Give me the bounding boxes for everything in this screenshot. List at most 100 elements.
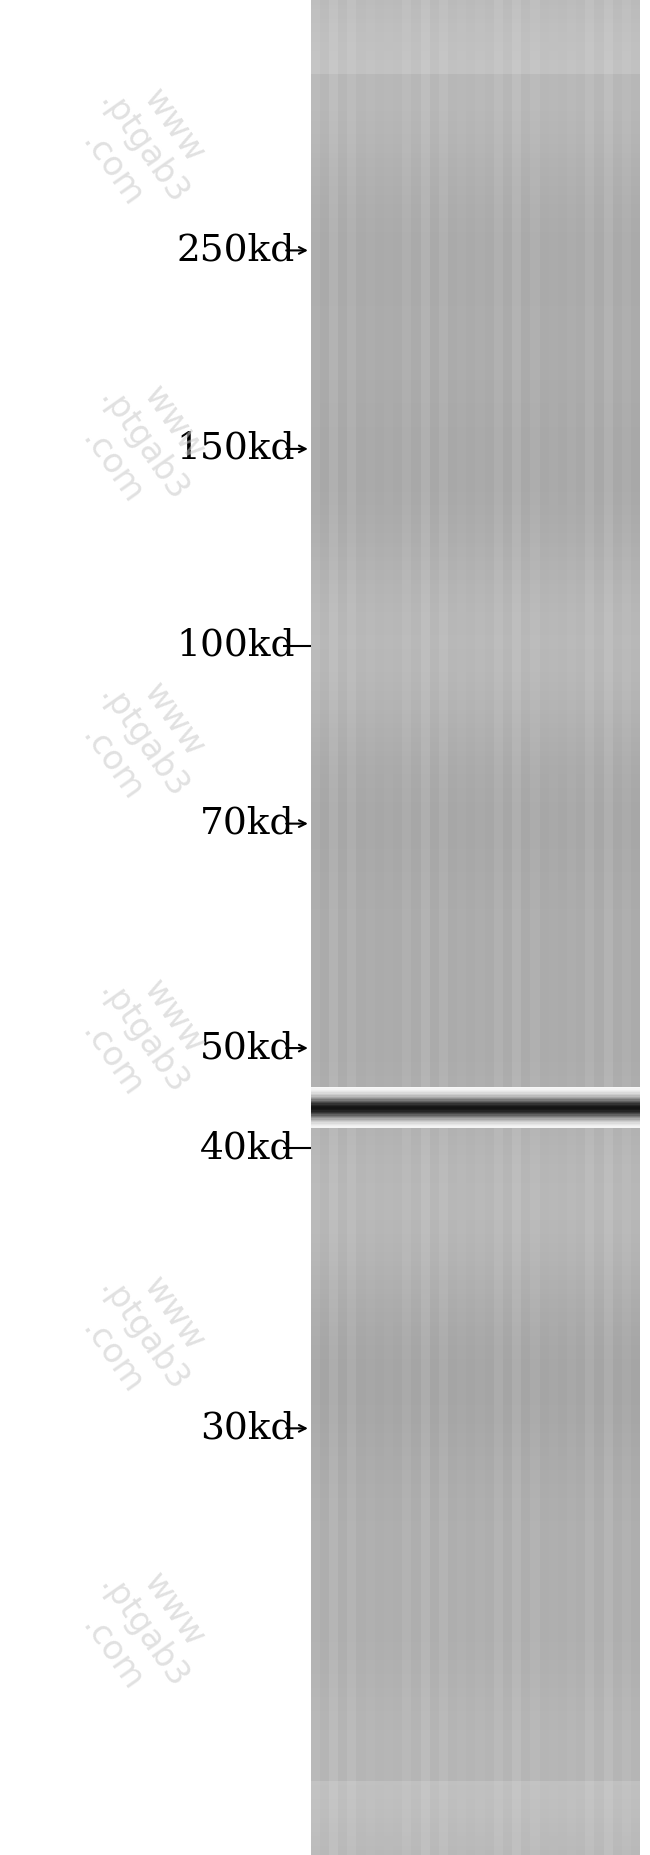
Bar [311, 1781, 640, 1786]
Bar [311, 1080, 640, 1085]
Bar [311, 625, 640, 631]
Bar [311, 978, 640, 983]
Bar [311, 375, 640, 380]
Bar [311, 1178, 640, 1183]
Bar [311, 937, 640, 942]
Bar [311, 746, 640, 751]
Bar [311, 421, 640, 427]
Bar [311, 111, 640, 117]
Bar [311, 46, 640, 52]
Bar [311, 857, 640, 863]
Bar [311, 464, 640, 469]
Bar [311, 1085, 640, 1091]
Bar [311, 139, 640, 145]
Bar [311, 1419, 640, 1425]
Bar [604, 0, 613, 1855]
Bar [311, 161, 640, 167]
Bar [311, 399, 640, 404]
Bar [311, 19, 640, 24]
Bar [311, 779, 640, 785]
Bar [311, 662, 640, 668]
Bar [311, 634, 640, 640]
Bar [311, 0, 640, 74]
Bar [311, 807, 640, 812]
Bar [311, 1670, 640, 1675]
Bar [311, 1443, 640, 1447]
Bar [311, 301, 640, 306]
Bar [311, 1840, 640, 1846]
Text: 40kd: 40kd [200, 1130, 294, 1167]
Bar [311, 65, 640, 70]
Bar [311, 102, 640, 108]
Bar [311, 1234, 640, 1239]
Bar [311, 1098, 640, 1104]
Bar [311, 250, 640, 256]
Bar [311, 1321, 640, 1326]
Bar [311, 1543, 640, 1549]
Bar [311, 918, 640, 924]
Bar [311, 1554, 640, 1558]
Bar [567, 0, 576, 1855]
Bar [311, 881, 640, 887]
Bar [311, 458, 640, 464]
Bar [311, 1388, 640, 1391]
Bar [311, 126, 640, 130]
Bar [311, 761, 640, 766]
Bar [311, 1336, 640, 1341]
Bar [311, 696, 640, 701]
Bar [311, 1707, 640, 1712]
Bar [311, 838, 640, 844]
Bar [311, 659, 640, 664]
Bar [311, 621, 640, 627]
Bar [311, 1846, 640, 1851]
Bar [311, 1623, 640, 1629]
Bar [311, 1061, 640, 1067]
Bar [311, 529, 640, 534]
Bar [311, 738, 640, 742]
Bar [311, 1224, 640, 1230]
Bar [311, 584, 640, 590]
Bar [311, 931, 640, 937]
Bar [311, 1605, 640, 1610]
Bar [311, 440, 640, 445]
Bar [311, 278, 640, 284]
Bar [311, 260, 640, 265]
Bar [311, 801, 640, 807]
Bar [311, 1428, 640, 1434]
Bar [311, 788, 640, 794]
Bar [311, 0, 320, 1855]
Bar [311, 812, 640, 816]
Bar [311, 217, 640, 223]
Bar [311, 69, 640, 74]
Bar [311, 254, 640, 260]
Bar [311, 653, 640, 659]
Bar [311, 1313, 640, 1317]
Bar [311, 1280, 640, 1286]
Bar [311, 1716, 640, 1721]
Bar [311, 798, 640, 803]
Bar [311, 1159, 640, 1165]
Bar [311, 672, 640, 677]
Bar [311, 863, 640, 868]
Bar [311, 1595, 640, 1601]
Bar [311, 1295, 640, 1298]
Bar [311, 1484, 640, 1490]
Bar [311, 1577, 640, 1582]
Bar [311, 1363, 640, 1369]
Bar [311, 436, 640, 441]
Bar [311, 1183, 640, 1187]
Bar [311, 334, 640, 339]
Bar [311, 1376, 640, 1382]
Bar [311, 579, 640, 584]
Bar [311, 876, 640, 881]
Bar [311, 844, 640, 850]
Bar [311, 668, 640, 673]
Bar [311, 1215, 640, 1221]
Bar [311, 417, 640, 423]
Bar [311, 106, 640, 111]
Bar [311, 338, 640, 343]
Bar [311, 32, 640, 37]
Bar [311, 510, 640, 516]
Bar [311, 681, 640, 686]
Bar [311, 4, 640, 9]
